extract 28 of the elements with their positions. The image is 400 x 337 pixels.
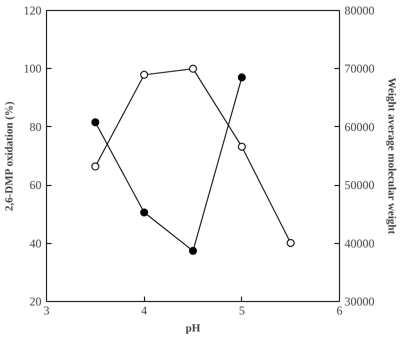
y2-tick-label: 70000: [344, 62, 374, 76]
y2-tick-label: 30000: [344, 294, 374, 308]
y2-tick-label: 80000: [344, 4, 374, 18]
y2-tick-label: 50000: [344, 178, 374, 192]
x-axis-title: pH: [186, 322, 201, 334]
point: [238, 142, 246, 151]
x-tick-label: 3: [44, 304, 50, 318]
y-tick-label: 80: [30, 120, 42, 134]
y-tick-label: 100: [24, 62, 42, 76]
x-tick-label: 5: [238, 304, 245, 318]
y2-tick-label: 40000: [344, 236, 374, 250]
y-tick-label: 120: [24, 4, 42, 18]
point: [286, 239, 295, 247]
y2-axis-title: Weight average molecular weight: [386, 78, 398, 234]
y-tick-label: 60: [30, 178, 42, 192]
point: [91, 118, 100, 126]
point: [140, 70, 148, 79]
point: [140, 208, 148, 216]
point: [91, 162, 100, 170]
y-axis-title: 2,6-DMP oxidation (%): [4, 101, 16, 212]
point: [189, 64, 197, 73]
x-tick-label: 6: [336, 304, 342, 318]
y-tick-label: 20: [30, 294, 42, 308]
point: [238, 73, 246, 82]
point: [189, 246, 197, 255]
y2-tick-label: 60000: [344, 120, 374, 134]
x-tick-label: 4: [141, 304, 148, 318]
y-tick-label: 40: [30, 236, 42, 250]
